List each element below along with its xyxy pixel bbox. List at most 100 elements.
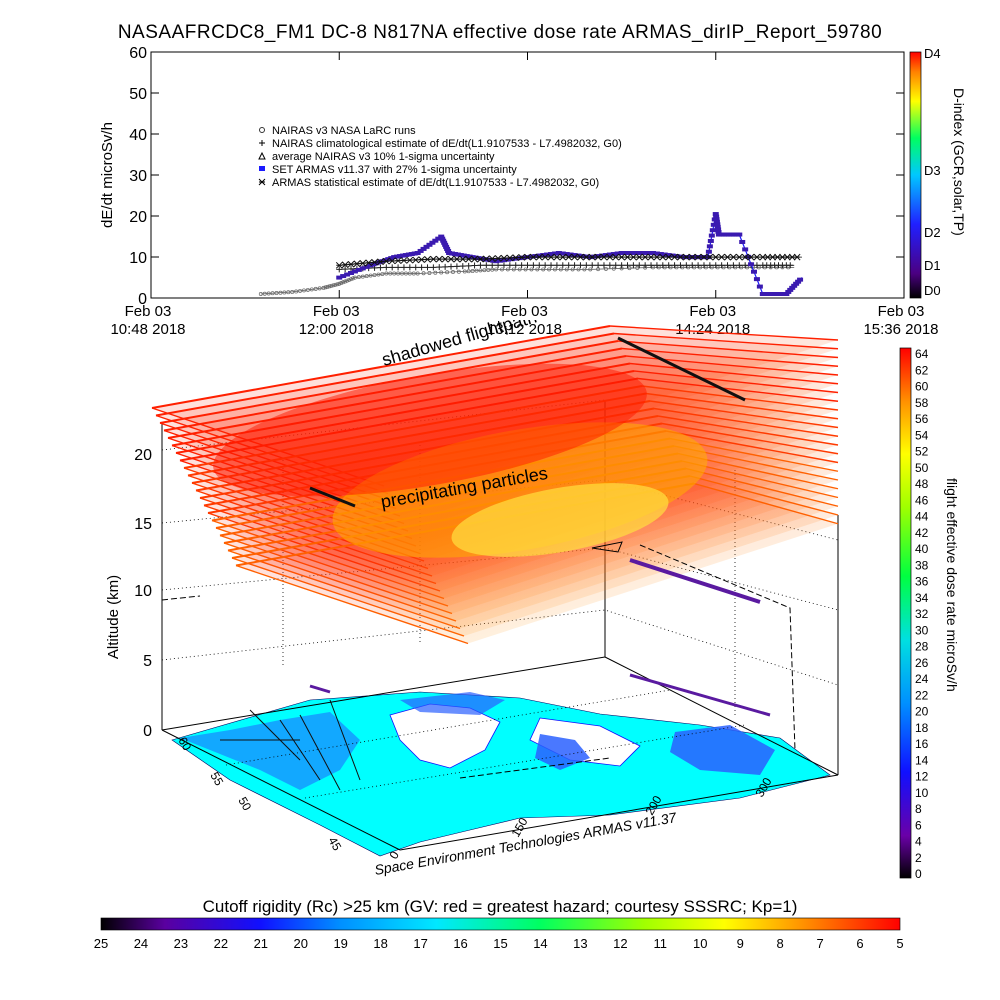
series-point (512, 256, 519, 261)
series-point (352, 275, 357, 280)
series-point (298, 288, 302, 293)
y-tick-label: 30 (129, 168, 147, 185)
series-point (430, 264, 437, 271)
series-point (445, 270, 450, 275)
series-point (266, 291, 271, 296)
series-point (412, 264, 419, 271)
series-point (559, 253, 567, 261)
dose-colorbar-tick: 42 (915, 526, 929, 540)
series-point (659, 262, 666, 269)
series-point (730, 253, 737, 261)
series-point (671, 253, 678, 261)
series-point (618, 253, 625, 261)
series-point (532, 254, 539, 259)
series-point (447, 255, 455, 263)
series-point (750, 269, 757, 274)
series-point (724, 253, 731, 261)
z-tick-label: 0 (143, 723, 152, 740)
series-point (477, 262, 484, 269)
series-point (336, 266, 343, 273)
series-point (571, 253, 578, 261)
legend-entry: NAIRAS climatological estimate of dE/dt(… (272, 138, 622, 150)
rc-colorbar-tick: 19 (333, 936, 347, 951)
series-point (736, 232, 743, 237)
dose-sheet-edge (155, 332, 615, 417)
series-point (286, 290, 291, 295)
series-point (329, 283, 334, 288)
series-point (377, 258, 384, 266)
series-point (377, 264, 384, 271)
dose-colorbar-tick: 52 (915, 445, 929, 459)
series-point (376, 272, 381, 277)
series-point (486, 267, 491, 272)
series-point (505, 267, 510, 272)
legend-symbol (259, 140, 265, 146)
series-point (417, 248, 424, 253)
series-point (478, 268, 483, 273)
dose-sheet-edge (685, 467, 839, 507)
series-point (647, 253, 655, 261)
series-point (384, 271, 389, 276)
series-point (588, 253, 596, 261)
dose-colorbar-tick: 20 (915, 705, 929, 719)
series-point (630, 253, 637, 261)
series-point (606, 253, 614, 261)
series-point (345, 278, 350, 283)
rc-colorbar-tick: 7 (816, 936, 823, 951)
series-point (641, 253, 649, 261)
series-point (435, 236, 442, 241)
series-point (420, 246, 427, 251)
series-point (571, 262, 578, 269)
series-point (344, 272, 351, 277)
series-point (713, 217, 720, 222)
series-point (705, 249, 712, 254)
dose-colorbar-tick: 44 (915, 510, 929, 524)
dose-colorbar-tick: 60 (915, 380, 929, 394)
dose-colorbar-tick: 56 (915, 412, 929, 426)
series-point (714, 222, 721, 227)
altitude-label: Altitude (km) (105, 575, 122, 659)
series-point (753, 262, 760, 269)
series-point (459, 263, 466, 270)
series-point (700, 262, 707, 269)
series-point (482, 268, 487, 273)
series-point (430, 255, 437, 263)
d-index-tick: D0 (924, 283, 941, 298)
series-point (565, 253, 573, 261)
lat-tick-label: 55 (207, 770, 226, 789)
legend-symbol (259, 166, 265, 171)
series-point (563, 252, 570, 257)
series-point (282, 290, 287, 295)
series-point (713, 219, 720, 224)
series-point (518, 262, 525, 269)
series-point (465, 255, 473, 263)
series-point (624, 253, 631, 261)
series-point (400, 264, 407, 271)
series-point (594, 253, 602, 261)
dose-colorbar-tick: 4 (915, 835, 922, 849)
legend-entry: average NAIRAS v3 10% 1-sigma uncertaint… (272, 151, 495, 163)
series-point (506, 262, 513, 269)
series-point (426, 242, 433, 247)
series-point (548, 262, 555, 269)
series-point (365, 259, 373, 267)
series-point (517, 267, 522, 272)
series-point (606, 252, 613, 257)
series-point (600, 253, 608, 261)
rc-colorbar-tick: 16 (453, 936, 467, 951)
legend-entry: NAIRAS v3 NASA LaRC runs (272, 125, 416, 137)
series-point (500, 258, 507, 263)
top-ylabel: dE/dt microSv/h (99, 122, 116, 228)
series-point (653, 253, 661, 261)
series-point (707, 238, 714, 243)
cutoff-rigidity-colorbar: 25 24 23 22 21 20 19 18 17 16 15 14 13 12 11 10 9 8 7 6 5 (94, 917, 904, 951)
series-point (791, 283, 798, 288)
rc-colorbar-tick: 24 (134, 936, 148, 951)
series-point (710, 222, 717, 227)
series-point (423, 244, 430, 249)
series-point (406, 256, 414, 264)
dose-sheet-edge (637, 377, 839, 402)
dose-sheet-edge (661, 422, 839, 455)
d-index-colorbar (909, 51, 922, 299)
